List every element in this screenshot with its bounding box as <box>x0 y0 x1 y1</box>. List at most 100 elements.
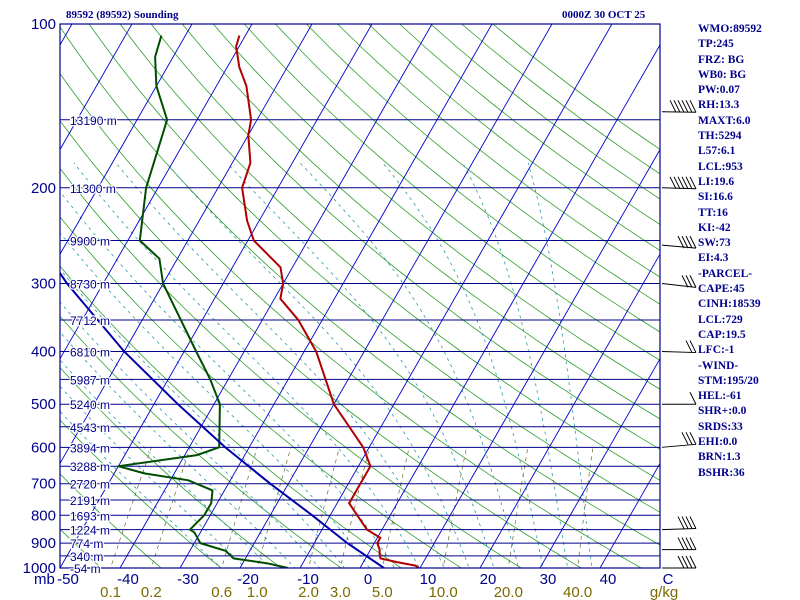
dry-adiabat-line <box>88 24 660 513</box>
height-label: 6810 m <box>70 346 110 360</box>
isotherm-line <box>599 462 660 568</box>
mixing-ratio-label: 10.0 <box>429 584 458 600</box>
mixing-ratio-label: 40.0 <box>563 584 592 600</box>
isotherm-line <box>60 24 373 568</box>
mixing-ratio-line <box>381 447 410 568</box>
index-row: LI:19.6 <box>698 175 735 188</box>
pressure-tick-label: 900 <box>31 535 56 552</box>
temperature-line <box>235 35 420 568</box>
isotherm-line <box>179 24 493 568</box>
dry-adiabat-line <box>60 72 642 568</box>
height-label: 9900 m <box>70 234 110 248</box>
wind-barb <box>661 100 697 113</box>
height-label: 1693 m <box>70 509 110 523</box>
mixing-ratio-label: 1.0 <box>247 584 268 600</box>
mixing-ratio-label: 0.2 <box>141 584 162 600</box>
index-row: L57:6.1 <box>698 145 736 158</box>
isotherm-line <box>60 24 253 360</box>
index-row: TT:16 <box>698 206 728 219</box>
temperature-tick-label: 40 <box>600 571 617 588</box>
mixing-ratio-line <box>110 447 152 568</box>
moist-adiabat-line <box>60 385 247 568</box>
height-label: 3894 m <box>70 441 110 455</box>
dry-adiabat-line <box>60 26 660 546</box>
height-label: 8730 m <box>70 278 110 292</box>
wind-barb <box>661 340 697 354</box>
pressure-tick-label: 200 <box>31 180 56 197</box>
index-row: EHI:0.0 <box>698 436 738 449</box>
moist-adiabat-line <box>462 162 569 568</box>
dry-adiabat-line <box>337 24 660 278</box>
sounding-time: 0000Z 30 OCT 25 <box>562 9 646 21</box>
mixing-ratio-unit: g/kg <box>650 584 678 600</box>
isotherm-line <box>60 24 193 256</box>
moist-adiabat-line <box>60 359 271 568</box>
index-row: TH:5294 <box>698 130 742 143</box>
temperature-tick-label: 30 <box>540 571 557 588</box>
isotherm-line <box>419 148 660 568</box>
index-row: EI:4.3 <box>698 252 729 265</box>
moist-adiabat-line <box>165 162 470 568</box>
index-row: KI:-42 <box>698 221 731 234</box>
index-row: BRN:1.3 <box>698 451 741 464</box>
dry-adiabat-line <box>244 24 660 361</box>
isotherm-line <box>479 253 660 568</box>
wind-barb <box>662 392 697 405</box>
dry-adiabat-line <box>60 120 582 568</box>
indices-panel: WMO:89592 TP:245 FRZ: BG WB0: BG PW:0.07… <box>698 22 798 481</box>
temperature-tick-label: -50 <box>57 571 79 588</box>
wind-barb <box>661 432 697 448</box>
moist-adiabat-line <box>527 162 593 568</box>
isotherm-line <box>60 24 313 465</box>
wind-barb <box>662 555 697 569</box>
mixing-ratio-line <box>256 447 292 568</box>
index-row: SI:16.6 <box>698 191 733 204</box>
moist-adiabat-line <box>382 162 544 568</box>
mixing-ratio-label: 5.0 <box>372 584 393 600</box>
mixing-ratio-label: 0.6 <box>211 584 232 600</box>
pressure-tick-label: 700 <box>31 476 56 493</box>
moist-adiabat-line <box>60 232 370 568</box>
mixing-ratio-label: 20.0 <box>494 584 523 600</box>
index-row: MAXT:6.0 <box>698 114 751 127</box>
mixing-ratio-line <box>442 447 467 568</box>
mixing-ratio-line <box>339 447 370 568</box>
index-row: CAPE:45 <box>698 283 745 296</box>
pressure-tick-label: 800 <box>31 507 56 524</box>
temperature-tick-label: 10 <box>420 571 437 588</box>
dry-adiabat-line <box>150 24 660 450</box>
index-row: TP:245 <box>698 38 734 51</box>
wind-barb <box>662 537 697 551</box>
dry-adiabat-line <box>60 366 282 568</box>
plot-frame <box>59 23 661 569</box>
dry-adiabat-line <box>212 24 660 390</box>
index-row: LCL:729 <box>698 313 743 326</box>
wind-barb <box>661 235 697 249</box>
temperature-tick-label: -30 <box>177 571 199 588</box>
dry-adiabat-line <box>60 528 102 568</box>
temperature-tick-label: -20 <box>237 571 259 588</box>
mixing-ratio-line <box>221 447 258 568</box>
wind-barb <box>661 275 697 288</box>
pressure-tick-label: 300 <box>31 276 56 293</box>
isotherm-line <box>239 24 553 568</box>
index-row: -PARCEL- <box>698 267 753 280</box>
mixing-ratio-label: 0.1 <box>100 584 121 600</box>
isotherm-line <box>0 0 26 580</box>
wind-barbs <box>661 100 697 569</box>
moist-adiabat-line <box>60 410 222 568</box>
dry-adiabat-line <box>181 24 660 420</box>
moist-adiabat-line <box>60 190 395 568</box>
index-row: SHR+:0.0 <box>698 405 747 418</box>
isotherm-line <box>119 24 433 568</box>
pressure-tick-label: 600 <box>31 439 56 456</box>
height-label: 340 m <box>70 550 103 564</box>
height-label: 4543 m <box>70 421 110 435</box>
temperature-tick-label: 20 <box>480 571 497 588</box>
sounding-title: 89592 (89592) Sounding <box>66 9 179 21</box>
height-label: 5987 m <box>70 373 110 387</box>
index-row: HEL:-61 <box>698 390 742 403</box>
height-label: 5240 m <box>70 398 110 412</box>
pressure-tick-label: 400 <box>31 344 56 361</box>
